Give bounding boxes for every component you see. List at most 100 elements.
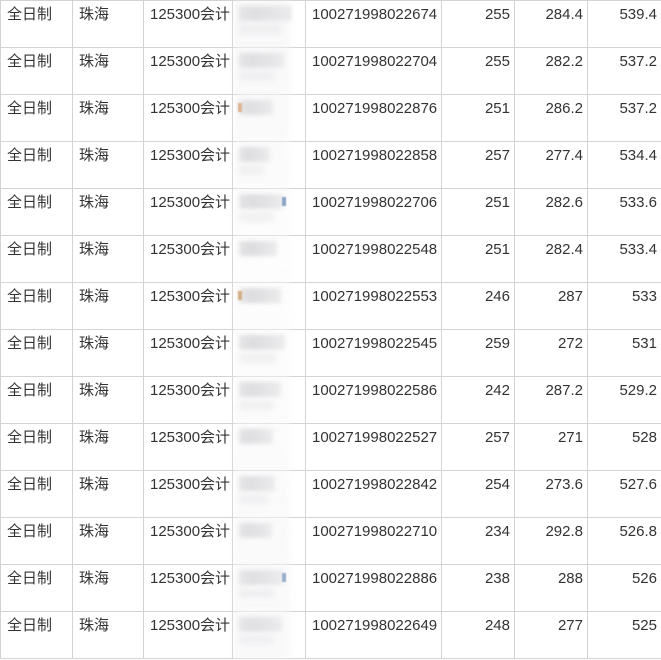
table-row: 全日制 珠海 125300会计 100271998022706 251 282.6 533.… bbox=[0, 188, 661, 236]
redaction-blur-tail bbox=[239, 494, 268, 504]
cell-study-mode: 全日制 bbox=[0, 376, 73, 424]
cell-study-mode: 全日制 bbox=[0, 611, 73, 659]
redaction-blur-tail bbox=[239, 635, 273, 645]
cell-city: 珠海 bbox=[72, 94, 144, 142]
cell-exam-id: 100271998022876 bbox=[305, 94, 442, 142]
redaction-blur bbox=[239, 194, 283, 209]
redaction-blur bbox=[239, 429, 273, 444]
table-row: 全日制 珠海 125300会计 100271998022704 255 282.2 537.… bbox=[0, 47, 661, 95]
redaction-blur bbox=[239, 617, 282, 632]
redaction-blur-tail bbox=[239, 400, 273, 410]
redacted-name-blob bbox=[239, 6, 291, 21]
cell-score-2: 287.2 bbox=[514, 376, 588, 424]
cell-total-score: 526 bbox=[587, 564, 661, 612]
cell-major-code: 125300会计 bbox=[143, 376, 233, 424]
redacted-name-blob bbox=[239, 523, 272, 538]
cell-total-score: 531 bbox=[587, 329, 661, 377]
redaction-blur-tail bbox=[239, 353, 276, 363]
cell-score-1: 238 bbox=[441, 564, 515, 612]
redacted-name-blob bbox=[239, 570, 286, 585]
cell-city: 珠海 bbox=[72, 0, 144, 48]
cell-score-1: 251 bbox=[441, 94, 515, 142]
redaction-blur-tail bbox=[239, 165, 264, 175]
cell-exam-id: 100271998022674 bbox=[305, 0, 442, 48]
cell-major-code: 125300会计 bbox=[143, 94, 233, 142]
cell-major-code: 125300会计 bbox=[143, 564, 233, 612]
redaction-blur bbox=[239, 476, 275, 491]
cell-exam-id: 100271998022858 bbox=[305, 141, 442, 189]
cell-exam-id: 100271998022545 bbox=[305, 329, 442, 377]
redaction-blur bbox=[239, 570, 283, 585]
redaction-blur bbox=[239, 241, 277, 256]
cell-major-code: 125300会计 bbox=[143, 141, 233, 189]
cell-total-score: 526.8 bbox=[587, 517, 661, 565]
cell-city: 珠海 bbox=[72, 282, 144, 330]
cell-major-code: 125300会计 bbox=[143, 470, 233, 518]
cell-candidate-name-redacted bbox=[232, 188, 306, 236]
cell-candidate-name-redacted bbox=[232, 47, 306, 95]
cell-major-code: 125300会计 bbox=[143, 329, 233, 377]
cell-exam-id: 100271998022527 bbox=[305, 423, 442, 471]
cell-exam-id: 100271998022842 bbox=[305, 470, 442, 518]
cell-exam-id: 100271998022649 bbox=[305, 611, 442, 659]
table-row: 全日制 珠海 125300会计 100271998022586 242 287.2 529.… bbox=[0, 376, 661, 424]
cell-major-code: 125300会计 bbox=[143, 235, 233, 283]
cell-candidate-name-redacted bbox=[232, 611, 306, 659]
cell-score-2: 284.4 bbox=[514, 0, 588, 48]
cell-total-score: 533.6 bbox=[587, 188, 661, 236]
cell-city: 珠海 bbox=[72, 470, 144, 518]
cell-candidate-name-redacted bbox=[232, 141, 306, 189]
cell-exam-id: 100271998022886 bbox=[305, 564, 442, 612]
cell-study-mode: 全日制 bbox=[0, 188, 73, 236]
cell-total-score: 527.6 bbox=[587, 470, 661, 518]
cell-score-1: 242 bbox=[441, 376, 515, 424]
table-row: 全日制 珠海 125300会计 100271998022674 255 284.4 539.… bbox=[0, 0, 661, 48]
cell-study-mode: 全日制 bbox=[0, 141, 73, 189]
cell-score-2: 288 bbox=[514, 564, 588, 612]
cell-score-1: 251 bbox=[441, 188, 515, 236]
cell-city: 珠海 bbox=[72, 423, 144, 471]
cell-score-2: 271 bbox=[514, 423, 588, 471]
cell-total-score: 537.2 bbox=[587, 94, 661, 142]
cell-score-2: 292.8 bbox=[514, 517, 588, 565]
cell-score-1: 255 bbox=[441, 47, 515, 95]
redacted-name-blob bbox=[239, 382, 281, 397]
cell-city: 珠海 bbox=[72, 517, 144, 565]
redaction-blur bbox=[239, 523, 272, 538]
cell-city: 珠海 bbox=[72, 235, 144, 283]
redaction-blur bbox=[239, 382, 281, 397]
cell-candidate-name-redacted bbox=[232, 376, 306, 424]
table-row: 全日制 珠海 125300会计 100271998022858 257 277.4 534.… bbox=[0, 141, 661, 189]
redacted-name-blob bbox=[239, 147, 270, 162]
cell-city: 珠海 bbox=[72, 188, 144, 236]
cell-score-1: 257 bbox=[441, 423, 515, 471]
cell-total-score: 539.4 bbox=[587, 0, 661, 48]
redacted-name-blob bbox=[239, 429, 273, 444]
cell-score-2: 282.4 bbox=[514, 235, 588, 283]
redaction-artifact-blue-right bbox=[282, 197, 286, 206]
cell-score-1: 251 bbox=[441, 235, 515, 283]
cell-score-1: 246 bbox=[441, 282, 515, 330]
redaction-blur bbox=[239, 100, 273, 115]
redacted-name-blob bbox=[239, 476, 275, 491]
cell-score-1: 257 bbox=[441, 141, 515, 189]
table-row: 全日制 珠海 125300会计 100271998022553 246 287 533 bbox=[0, 282, 661, 330]
cell-total-score: 534.4 bbox=[587, 141, 661, 189]
cell-score-2: 287 bbox=[514, 282, 588, 330]
cell-total-score: 525 bbox=[587, 611, 661, 659]
table-row: 全日制 珠海 125300会计 100271998022548 251 282.4 533.… bbox=[0, 235, 661, 283]
cell-city: 珠海 bbox=[72, 47, 144, 95]
cell-exam-id: 100271998022710 bbox=[305, 517, 442, 565]
cell-major-code: 125300会计 bbox=[143, 188, 233, 236]
cell-total-score: 533.4 bbox=[587, 235, 661, 283]
redacted-name-blob bbox=[239, 335, 285, 350]
cell-major-code: 125300会计 bbox=[143, 47, 233, 95]
cell-candidate-name-redacted bbox=[232, 94, 306, 142]
redaction-blur-tail bbox=[239, 71, 275, 81]
table-row: 全日制 珠海 125300会计 100271998022545 259 272 531 bbox=[0, 329, 661, 377]
cell-exam-id: 100271998022704 bbox=[305, 47, 442, 95]
cell-candidate-name-redacted bbox=[232, 329, 306, 377]
cell-candidate-name-redacted bbox=[232, 564, 306, 612]
